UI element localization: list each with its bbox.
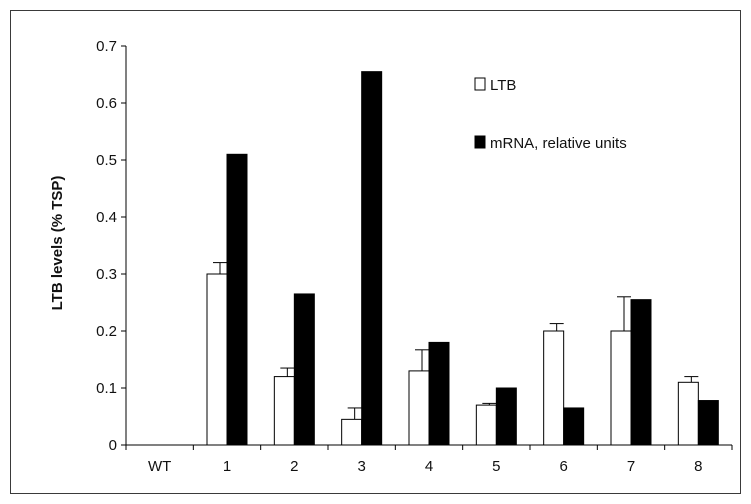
bar-mrna — [563, 407, 585, 446]
bar-mrna — [226, 153, 248, 446]
legend-swatch-ltb — [474, 77, 486, 91]
x-tick-label: 4 — [425, 458, 433, 475]
bar-mrna — [697, 400, 719, 446]
bar-ltb — [206, 273, 228, 446]
x-tick-label: 1 — [223, 458, 231, 475]
x-tick-label: 7 — [627, 458, 635, 475]
bar-chart: LTB levels (% TSP) 0 0.1 0.2 0.3 0.4 0.5 0.6 0.… — [49, 38, 733, 475]
y-tick-label: 0.7 — [96, 38, 117, 55]
x-tick-label: 3 — [357, 458, 365, 475]
bar-mrna — [428, 341, 450, 446]
bar-ltb — [543, 330, 565, 446]
bar-ltb — [677, 381, 699, 446]
x-tick-label: WT — [148, 458, 171, 475]
y-tick-label: 0.4 — [96, 209, 117, 226]
y-tick-label: 0.5 — [96, 152, 117, 169]
bar-mrna — [361, 71, 383, 446]
legend-label-mrna: mRNA, relative units — [490, 135, 627, 152]
plot-area: 0 0.1 0.2 0.3 0.4 0.5 0.6 0.7 WT 1 2 3 4 5 6 7 8 — [96, 38, 733, 475]
x-tick-label: 6 — [559, 458, 567, 475]
chart-frame: LTB levels (% TSP) 0 0.1 0.2 0.3 0.4 0.5 0.6 0.… — [10, 10, 741, 494]
bar-mrna — [630, 299, 652, 446]
y-axis-label: LTB levels (% TSP) — [49, 176, 66, 311]
y-tick-label: 0.2 — [96, 323, 117, 340]
legend-label-ltb: LTB — [490, 77, 516, 94]
bar-mrna — [495, 387, 517, 446]
x-tick-label: 2 — [290, 458, 298, 475]
y-tick-label: 0 — [109, 437, 117, 454]
bar-ltb — [408, 370, 430, 446]
bar-mrna — [293, 293, 315, 446]
legend: LTB mRNA, relative units — [474, 77, 627, 152]
bar-ltb — [610, 330, 632, 446]
legend-swatch-mrna — [474, 135, 486, 149]
x-tick-label: 8 — [694, 458, 702, 475]
y-tick-label: 0.3 — [96, 266, 117, 283]
bar-ltb — [341, 418, 363, 446]
x-tick-label: 5 — [492, 458, 500, 475]
y-tick-label: 0.1 — [96, 380, 117, 397]
y-tick-label: 0.6 — [96, 95, 117, 112]
bar-ltb — [273, 376, 295, 446]
bar-ltb — [475, 404, 497, 446]
